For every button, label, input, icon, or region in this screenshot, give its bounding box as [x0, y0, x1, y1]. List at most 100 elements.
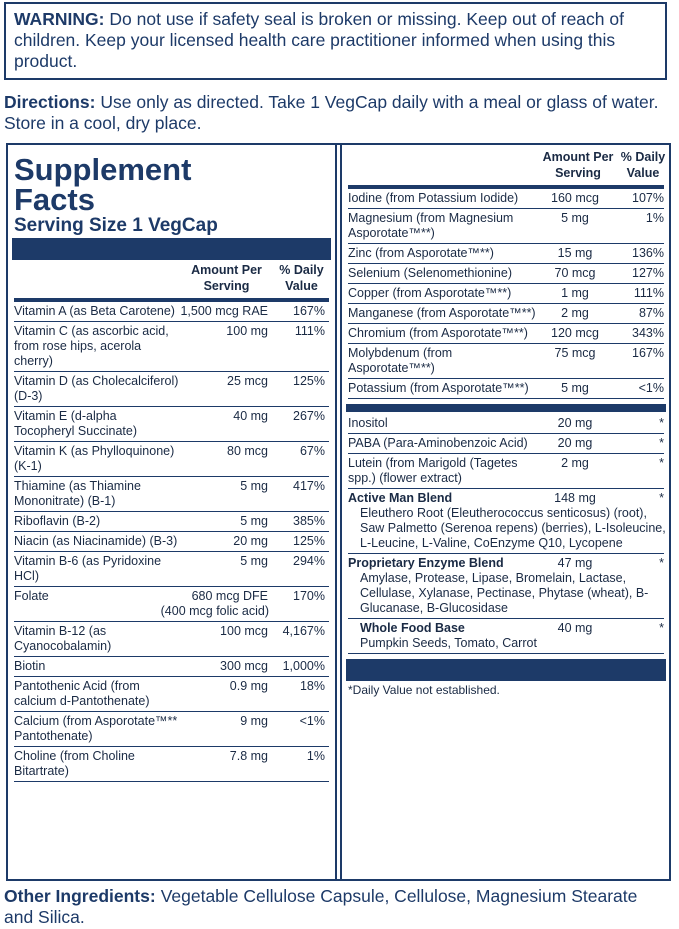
nutrient-row: Selenium (Selenomethionine) 70 mcg 127%	[348, 264, 664, 284]
left-column: Supplement Facts Serving Size 1 VegCap A…	[8, 145, 337, 879]
nutrient-name: Potassium (from Asporotate™**)	[348, 381, 529, 395]
nutrient-name: Vitamin K (as Phylloquinone) (K-1)	[14, 444, 175, 473]
nutrient-name: Iodine (from Potassium Iodide)	[348, 191, 519, 205]
nutrient-dv: 170%	[293, 589, 325, 603]
nutrient-amount: 5 mg	[240, 554, 268, 568]
nutrient-dv: 417%	[293, 479, 325, 493]
nutrient-dv: *	[659, 491, 664, 505]
nutrient-row: Folate 680 mcg DFE 170% (400 mcg folic acid…	[14, 587, 329, 622]
divider-bar	[12, 238, 331, 260]
nutrient-dv: 136%	[632, 246, 664, 260]
nutrient-amount: 20 mg	[557, 416, 593, 430]
warning-text: Do not use if safety seal is broken or m…	[14, 9, 624, 71]
nutrient-name: Selenium (Selenomethionine)	[348, 266, 512, 280]
nutrient-name: Manganese (from Asporotate™**)	[348, 306, 536, 320]
amount-header: Amount Per Serving	[542, 150, 614, 180]
nutrient-amount: 9 mg	[240, 714, 268, 728]
nutrient-row: Vitamin C (as ascorbic acid, from rose h…	[14, 322, 329, 372]
header-spacer	[348, 149, 538, 181]
nutrient-amount: 160 mcg	[551, 191, 599, 205]
dv-header: % Daily Value	[620, 150, 666, 180]
amount-header: Amount Per Serving	[191, 263, 262, 293]
nutrient-amount: 20 mg	[557, 436, 593, 450]
nutrient-amount: 75 mcg	[554, 346, 596, 360]
nutrient-dv: 167%	[293, 304, 325, 318]
nutrient-row: Vitamin B-12 (as Cyanocobalamin) 100 mcg 4…	[14, 622, 329, 657]
nutrient-amount: 40 mg	[557, 621, 593, 635]
nutrient-dv: 107%	[632, 191, 664, 205]
nutrient-row: Proprietary Enzyme Blend 47 mg * Amylase, P…	[348, 554, 664, 619]
nutrient-row: Active Man Blend 148 mg * Eleuthero Root (E…	[348, 489, 666, 554]
nutrient-dv: 294%	[293, 554, 325, 568]
nutrient-dv: 18%	[299, 679, 325, 693]
nutrient-name: Vitamin B-6 (as Pyridoxine HCl)	[14, 554, 162, 583]
nutrient-name: Riboflavin (B-2)	[14, 514, 101, 528]
nutrient-name: Calcium (from Asporotate™** Pantothenate…	[14, 714, 178, 743]
nutrient-amount: 25 mcg	[227, 374, 268, 388]
nutrient-row: Chromium (from Asporotate™**) 120 mcg 343%	[348, 324, 664, 344]
nutrient-name: Choline (from Choline Bitartrate)	[14, 749, 135, 778]
nutrient-dv: *	[659, 436, 664, 450]
directions-label: Directions:	[4, 92, 96, 112]
nutrient-dv: <1%	[299, 714, 325, 728]
nutrient-name: Folate	[14, 589, 49, 603]
column-header: Amount Per Serving% Daily Value	[348, 149, 665, 189]
nutrient-name: Vitamin E (d-alpha Tocopheryl Succinate)	[14, 409, 137, 438]
blend-detail: Pumpkin Seeds, Tomato, Carrot	[360, 636, 537, 650]
nutrient-amount: 1 mg	[561, 286, 589, 300]
nutrient-amount: 47 mg	[557, 556, 593, 570]
facts-panel: Supplement Facts Serving Size 1 VegCap A…	[6, 143, 671, 881]
nutrient-name: Inositol	[348, 416, 388, 430]
nutrient-row: PABA (Para-Aminobenzoic Acid) 20 mg *	[348, 434, 664, 454]
nutrient-dv: *	[659, 416, 664, 430]
nutrient-row: Vitamin A (as Beta Carotene) 1,500 mcg RA…	[14, 302, 329, 322]
nutrient-row: Vitamin B-6 (as Pyridoxine HCl) 5 mg 294%	[14, 552, 329, 587]
nutrient-amount: 120 mcg	[551, 326, 599, 340]
nutrient-amount: 100 mg	[226, 324, 268, 338]
nutrient-row: Vitamin K (as Phylloquinone) (K-1) 80 mcg…	[14, 442, 329, 477]
nutrient-amount: 80 mcg	[227, 444, 268, 458]
nutrient-name: Whole Food Base	[360, 621, 465, 635]
nutrient-dv: 125%	[293, 534, 325, 548]
divider-bar	[346, 404, 666, 412]
nutrient-row: Biotin 300 mcg 1,000%	[14, 657, 329, 677]
nutrient-amount: 5 mg	[240, 479, 268, 493]
nutrient-dv: 111%	[633, 286, 664, 300]
nutrient-dv: *	[659, 621, 664, 635]
dv-header: % Daily Value	[279, 263, 324, 293]
other-ingredients: Other Ingredients: Vegetable Cellulose Ca…	[4, 886, 669, 928]
nutrient-row: Riboflavin (B-2) 5 mg 385%	[14, 512, 329, 532]
nutrient-dv: 87%	[638, 306, 664, 320]
nutrient-dv: 4,167%	[282, 624, 325, 638]
nutrient-amount: 1,500 mcg RAE	[180, 304, 268, 318]
nutrient-name: Vitamin A (as Beta Carotene)	[14, 304, 175, 318]
nutrient-amount: 15 mg	[557, 246, 593, 260]
directions: Directions: Use only as directed. Take 1 …	[4, 92, 669, 134]
nutrient-name: Magnesium (from Magnesium Asporotate™**)	[348, 211, 514, 240]
nutrient-amount: 5 mg	[240, 514, 268, 528]
nutrient-dv: 127%	[632, 266, 664, 280]
nutrient-row: Lutein (from Marigold (Tagetes spp.) (fl…	[348, 454, 664, 489]
nutrient-row: Magnesium (from Magnesium Asporotate™**)…	[348, 209, 664, 244]
nutrient-dv: <1%	[638, 381, 664, 395]
footnote: *Daily Value not established.	[348, 683, 500, 697]
warning-label: WARNING:	[14, 9, 105, 29]
nutrient-dv: *	[659, 556, 664, 570]
nutrient-name: Proprietary Enzyme Blend	[348, 556, 504, 570]
nutrient-row: Thiamine (as Thiamine Mononitrate) (B-1)…	[14, 477, 329, 512]
nutrient-row: Molybdenum (from Asporotate™**) 75 mcg 167…	[348, 344, 664, 379]
nutrient-name: Thiamine (as Thiamine Mononitrate) (B-1)	[14, 479, 141, 508]
right-column: Amount Per Serving% Daily Value Iodine (f…	[340, 145, 670, 879]
nutrient-row: Iodine (from Potassium Iodide) 160 mcg 107…	[348, 189, 664, 209]
nutrient-name: Copper (from Asporotate™**)	[348, 286, 512, 300]
nutrient-row: Zinc (from Asporotate™**) 15 mg 136%	[348, 244, 664, 264]
serving-size: Serving Size 1 VegCap	[14, 215, 218, 236]
nutrient-row: Whole Food Base 40 mg * Pumpkin Seeds, Toma…	[348, 619, 664, 654]
column-header: Amount Per Serving % Daily Value	[14, 262, 329, 302]
nutrient-amount: 0.9 mg	[229, 679, 268, 693]
nutrient-amount: 2 mg	[561, 456, 589, 470]
divider-bar	[346, 659, 666, 681]
nutrient-amount: 20 mg	[233, 534, 268, 548]
blend-detail: Eleuthero Root (Eleutherococcus senticos…	[360, 506, 666, 550]
